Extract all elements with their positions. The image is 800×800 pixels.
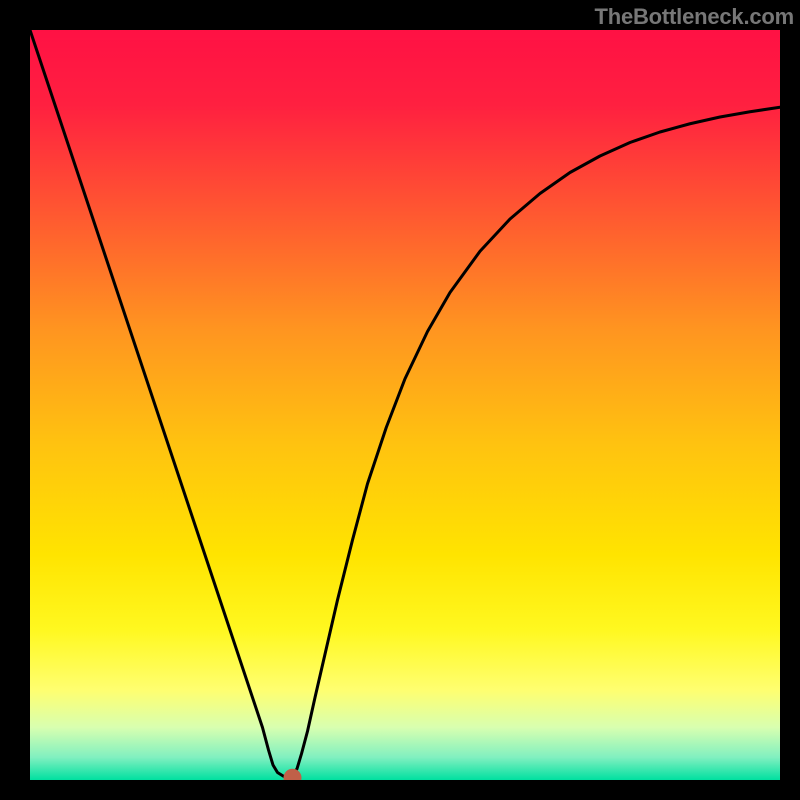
bottleneck-curve	[30, 30, 780, 778]
optimum-marker	[284, 769, 302, 780]
figure: TheBottleneck.com	[0, 0, 800, 800]
plot-area	[30, 30, 780, 780]
curve-layer	[30, 30, 780, 780]
watermark-text: TheBottleneck.com	[594, 4, 794, 30]
